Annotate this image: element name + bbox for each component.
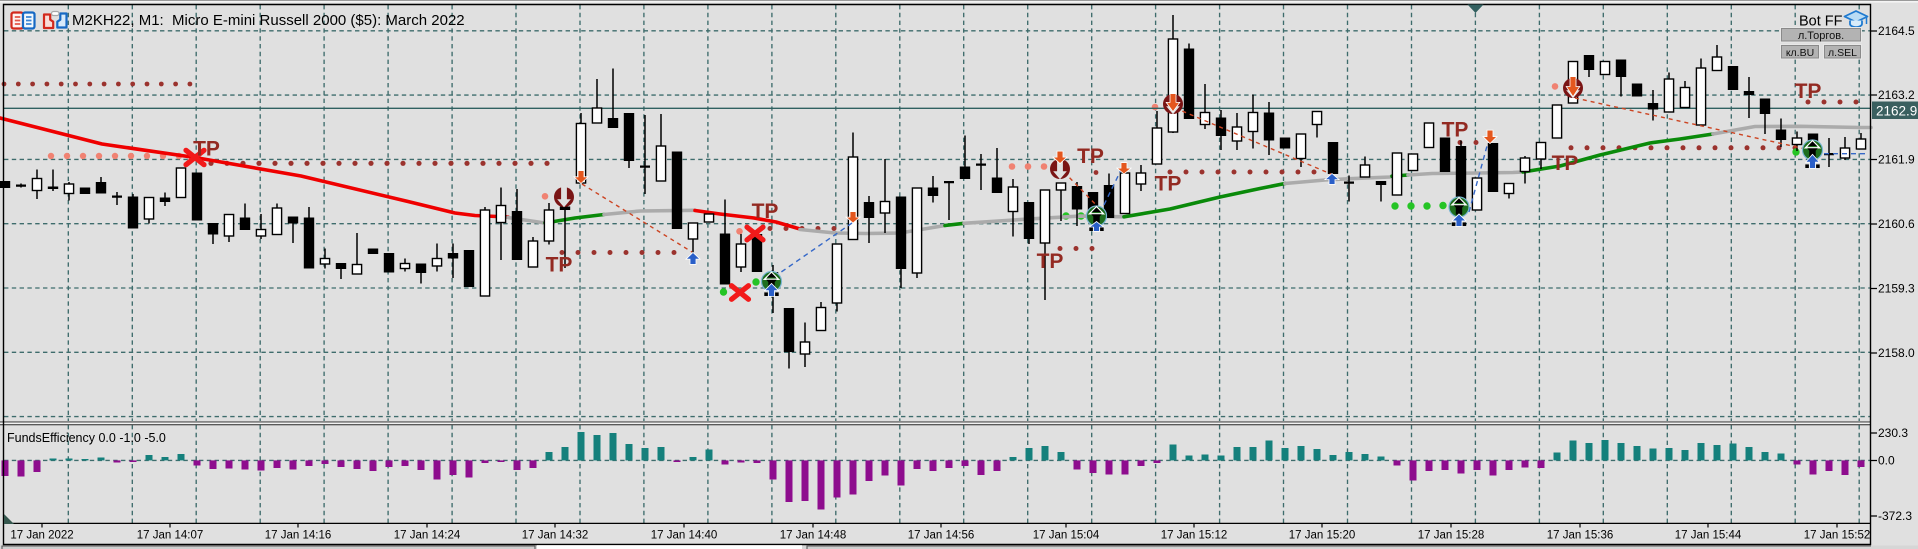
svg-text:2159.3: 2159.3 <box>1878 282 1915 296</box>
svg-text:кл.BU: кл.BU <box>1786 47 1814 59</box>
svg-text:2158.0: 2158.0 <box>1878 346 1915 360</box>
svg-text:17 Jan 15:44: 17 Jan 15:44 <box>1675 530 1742 542</box>
svg-text:17 Jan 14:56: 17 Jan 14:56 <box>908 530 975 542</box>
svg-text:17 Jan 15:12: 17 Jan 15:12 <box>1161 530 1228 542</box>
svg-text:-372.3: -372.3 <box>1878 509 1912 523</box>
svg-text:17 Jan 15:28: 17 Jan 15:28 <box>1418 530 1485 542</box>
svg-text:M2KH22, M1: Micro E-mini Russ: M2KH22, M1: Micro E-mini Russell 2000 ($… <box>72 12 465 29</box>
svg-text:17 Jan 14:40: 17 Jan 14:40 <box>651 530 718 542</box>
svg-text:17 Jan 15:36: 17 Jan 15:36 <box>1547 530 1614 542</box>
svg-text:17 Jan 15:52: 17 Jan 15:52 <box>1804 530 1871 542</box>
svg-text:17 Jan 15:20: 17 Jan 15:20 <box>1289 530 1356 542</box>
svg-text:TP: TP <box>1037 250 1064 273</box>
svg-text:17 Jan 14:07: 17 Jan 14:07 <box>137 530 204 542</box>
svg-text:TP: TP <box>1795 80 1822 103</box>
svg-text:TP: TP <box>752 200 779 223</box>
svg-text:2162.9: 2162.9 <box>1876 104 1917 119</box>
svg-text:17 Jan 14:32: 17 Jan 14:32 <box>522 530 589 542</box>
svg-text:Bot FF: Bot FF <box>1799 14 1843 30</box>
svg-text:2163.2: 2163.2 <box>1878 88 1915 102</box>
svg-text:TP: TP <box>546 254 573 277</box>
svg-text:FundsEfficiency 0.0 -1.0 -5.0: FundsEfficiency 0.0 -1.0 -5.0 <box>7 431 166 445</box>
svg-text:TP: TP <box>1442 119 1469 142</box>
svg-text:230.3: 230.3 <box>1878 426 1908 440</box>
svg-text:TP: TP <box>1155 173 1182 196</box>
svg-text:TP: TP <box>1552 152 1579 175</box>
svg-text:2160.6: 2160.6 <box>1878 217 1915 231</box>
svg-text:17 Jan 14:16: 17 Jan 14:16 <box>265 530 332 542</box>
svg-text:л.Торгов.: л.Торгов. <box>1798 30 1844 42</box>
svg-text:л.SEL: л.SEL <box>1828 47 1857 59</box>
svg-text:TP: TP <box>193 138 220 161</box>
svg-text:0.0: 0.0 <box>1878 454 1895 468</box>
svg-text:2164.5: 2164.5 <box>1878 24 1915 38</box>
svg-text:TP: TP <box>1077 145 1104 168</box>
svg-text:2161.9: 2161.9 <box>1878 153 1915 167</box>
svg-text:17 Jan 14:24: 17 Jan 14:24 <box>394 530 461 542</box>
svg-text:17 Jan 2022: 17 Jan 2022 <box>10 530 73 542</box>
svg-text:17 Jan 14:48: 17 Jan 14:48 <box>780 530 847 542</box>
svg-text:17 Jan 15:04: 17 Jan 15:04 <box>1033 530 1100 542</box>
